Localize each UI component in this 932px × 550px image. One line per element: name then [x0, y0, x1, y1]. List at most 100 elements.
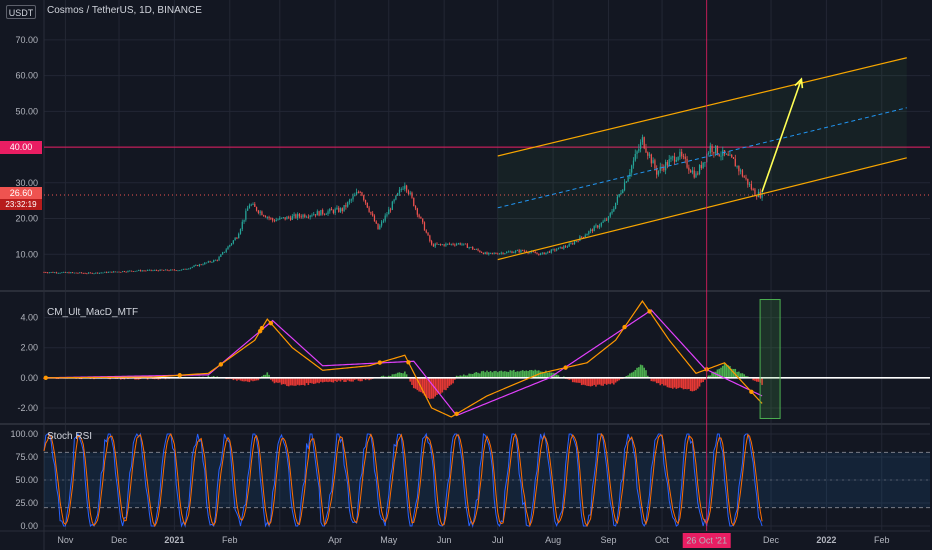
macd-histogram-bar — [473, 372, 476, 378]
candle-body — [486, 252, 488, 255]
macd-histogram-bar — [666, 377, 669, 388]
macd-histogram-bar — [555, 374, 558, 378]
candle-body — [118, 271, 120, 273]
candle-body — [613, 208, 615, 212]
macd-cross-dot — [454, 411, 459, 417]
candle-body — [665, 162, 667, 171]
macd-cross-dot — [563, 365, 568, 370]
candle-body — [532, 251, 535, 253]
candle-body — [627, 176, 629, 182]
macd-histogram-bar — [496, 372, 499, 378]
candle-body — [750, 184, 752, 190]
macd-histogram-bar — [525, 370, 528, 378]
macd-histogram-bar — [736, 371, 738, 378]
macd-histogram-bar — [303, 377, 306, 386]
macd-histogram-bar — [570, 377, 572, 380]
macd-histogram-bar — [309, 377, 311, 383]
macd-histogram-bar — [625, 376, 628, 378]
macd-histogram-bar — [459, 375, 462, 378]
macd-histogram-bar — [336, 377, 338, 382]
candle-body — [155, 270, 158, 271]
candle-body — [288, 216, 290, 218]
macd-histogram-bar — [618, 377, 620, 381]
macd-histogram-bar — [286, 377, 288, 386]
macd-histogram-bar — [738, 371, 740, 378]
macd-histogram-bar — [321, 377, 324, 383]
macd-histogram-bar — [546, 372, 549, 378]
candle-body — [318, 211, 320, 216]
macd-histogram-bar — [600, 377, 603, 386]
currency-button[interactable]: USDT — [6, 5, 36, 19]
candle-body — [673, 156, 676, 162]
macd-histogram-bar — [264, 374, 267, 378]
candle-body — [409, 192, 411, 194]
macd-histogram-bar — [305, 377, 308, 384]
candle-body — [593, 226, 595, 232]
macd-pane-title: CM_Ult_MacD_MTF — [47, 307, 139, 318]
candle-body — [48, 272, 50, 274]
candle-body — [59, 272, 61, 274]
candle-body — [631, 165, 633, 173]
candle-body — [632, 160, 635, 166]
candle-body — [482, 252, 485, 255]
macd-histogram-bar — [452, 377, 454, 384]
macd-histogram-bar — [420, 377, 422, 393]
countdown-tag: 23:32:19 — [0, 199, 42, 210]
candle-body — [618, 194, 620, 197]
macd-histogram-bar — [607, 377, 610, 384]
candle-body — [211, 261, 213, 263]
candle-body — [500, 252, 502, 254]
candle-body — [484, 252, 486, 255]
macd-histogram-bar — [445, 377, 447, 391]
macd-histogram-bar — [679, 377, 681, 388]
candle-body — [641, 137, 644, 143]
candle-body — [572, 243, 574, 245]
stoch-d-line — [43, 432, 763, 528]
candle-body — [729, 154, 731, 156]
candle-body — [466, 244, 468, 248]
macd-histogram-bar — [398, 372, 401, 378]
candle-body — [439, 244, 442, 245]
candle-body — [582, 236, 585, 238]
macd-histogram-bar — [302, 377, 304, 385]
candle-body — [202, 264, 204, 266]
macd-histogram-bar — [468, 373, 470, 378]
candle-body — [657, 170, 660, 175]
candle-body — [707, 153, 710, 155]
candle-body — [54, 272, 56, 274]
macd-histogram-bar — [134, 377, 136, 380]
candle-body — [716, 145, 719, 155]
macd-histogram-bar — [470, 373, 472, 378]
candle-body — [461, 244, 463, 246]
candle-body — [364, 199, 367, 203]
macd-histogram-bar — [312, 377, 315, 384]
macd-histogram-bar — [120, 377, 122, 380]
time-axis-label: Oct — [655, 535, 670, 545]
candle-body — [675, 160, 677, 162]
candle-body — [727, 154, 729, 156]
macd-histogram-bar — [423, 377, 426, 396]
candle-body — [434, 243, 436, 247]
candle-body — [609, 213, 611, 217]
macd-histogram-bar — [404, 371, 406, 378]
candle-body — [420, 216, 422, 219]
candle-body — [104, 271, 106, 273]
macd-histogram-bar — [584, 377, 587, 386]
macd-histogram-bar — [146, 377, 149, 380]
candle-body — [547, 251, 549, 253]
macd-histogram-bar — [727, 365, 729, 378]
macd-histogram-bar — [484, 372, 487, 378]
candle-body — [218, 256, 220, 261]
candle-body — [52, 272, 54, 273]
macd-histogram-bar — [688, 377, 690, 390]
macd-histogram-bar — [598, 377, 601, 385]
macd-histogram-bar — [250, 377, 253, 381]
candle-body — [129, 270, 131, 272]
macd-histogram-bar — [646, 375, 649, 378]
channel-lower-line — [497, 157, 907, 261]
macd-histogram-bar — [591, 377, 594, 386]
macd-histogram-bar — [518, 371, 520, 378]
candle-body — [731, 154, 733, 158]
macd-histogram-bar — [471, 374, 474, 378]
